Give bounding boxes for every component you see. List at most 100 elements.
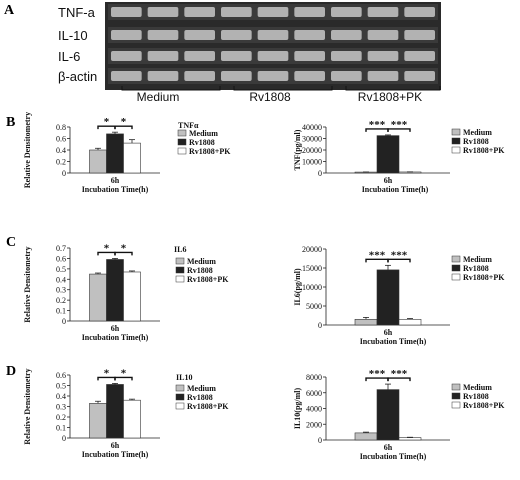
bar-rv1808-pk <box>123 271 141 322</box>
gel-band <box>147 30 179 40</box>
y-tick-label: 0.1 <box>56 307 66 316</box>
gel-band <box>184 30 215 40</box>
legend-swatch <box>451 392 461 400</box>
y-tick-label: 0.3 <box>56 403 66 412</box>
gel-band <box>111 7 142 17</box>
panel-letter-d: D <box>6 364 16 379</box>
legend-swatch <box>451 146 461 154</box>
y-tick-label: 5000 <box>306 302 322 311</box>
bar-rv1808-pk <box>398 437 422 441</box>
bar-rv1808 <box>376 389 400 441</box>
gel-band <box>257 71 289 81</box>
gel-group-bracket <box>233 86 333 91</box>
y-tick-label: 0 <box>62 434 66 443</box>
x-axis-label: Incubation Time(h) <box>82 450 149 459</box>
legend-swatch <box>175 266 185 274</box>
y-tick-label: 0 <box>62 317 66 326</box>
bar-medium <box>89 149 107 174</box>
chart-title: IL10 <box>176 373 192 382</box>
gel-group-bracket <box>121 86 221 91</box>
gel-band <box>367 7 399 17</box>
significance-marker: *** <box>391 368 408 380</box>
y-tick-label: 10000 <box>302 158 322 167</box>
gel-band <box>404 51 435 61</box>
y-tick-label: 8000 <box>306 373 322 382</box>
legend-swatch <box>175 257 185 265</box>
gel-band <box>221 30 252 40</box>
legend-label: Rv1808 <box>189 138 215 147</box>
y-axis-label: TNF(pg/ml) <box>293 129 302 170</box>
y-axis-label: Relative Densitometry <box>23 246 32 322</box>
y-tick-label: 0 <box>318 321 322 330</box>
legend-label: Rv1808+PK <box>463 146 505 155</box>
gel-band <box>331 71 362 81</box>
gel-group-label: Medium <box>137 90 180 104</box>
legend-swatch <box>451 401 461 409</box>
significance-marker: * <box>104 367 110 379</box>
gel-band <box>111 51 142 61</box>
y-tick-label: 0.2 <box>56 296 66 305</box>
y-axis-label: Relative Densitometry <box>23 112 32 188</box>
x-axis-label: Incubation Time(h) <box>360 337 427 346</box>
panel-letter-b: B <box>6 115 15 130</box>
y-tick-label: 0.2 <box>56 158 66 167</box>
legend-swatch <box>177 147 187 155</box>
gel-band <box>294 7 325 17</box>
legend-label: Rv1808+PK <box>463 401 505 410</box>
gel-group-bracket <box>345 86 441 91</box>
significance-bracket <box>114 125 133 130</box>
gel-band <box>404 30 435 40</box>
significance-bracket <box>387 258 411 263</box>
y-tick-label: 0.3 <box>56 286 66 295</box>
gel-band <box>331 30 362 40</box>
gel-band <box>257 7 289 17</box>
legend-label: Rv1808 <box>463 392 489 401</box>
legend-swatch <box>451 273 461 281</box>
significance-bracket <box>114 376 133 381</box>
x-axis-label: Incubation Time(h) <box>82 185 149 194</box>
significance-marker: *** <box>369 119 386 131</box>
x-axis-label: Incubation Time(h) <box>360 452 427 461</box>
y-tick-label: 0.6 <box>56 135 66 144</box>
y-tick-label: 6000 <box>306 389 322 398</box>
y-tick-label: 10000 <box>302 283 322 292</box>
y-tick-label: 20000 <box>302 146 322 155</box>
legend-swatch <box>175 402 185 410</box>
y-tick-label: 40000 <box>302 123 322 132</box>
bar-medium <box>89 273 107 322</box>
gel-band <box>184 51 215 61</box>
bar-rv1808 <box>376 135 400 174</box>
gel-band <box>184 71 215 81</box>
gel-band <box>147 71 179 81</box>
bar-rv1808 <box>106 133 124 174</box>
chart-title: TNFα <box>178 121 199 130</box>
gel-band <box>257 51 289 61</box>
y-tick-label: 20000 <box>302 245 322 254</box>
significance-bracket <box>114 251 133 256</box>
y-tick-label: 0.4 <box>56 146 66 155</box>
legend-swatch <box>451 264 461 272</box>
legend-swatch <box>451 137 461 145</box>
y-tick-label: 0 <box>318 436 322 445</box>
gel-band <box>294 71 325 81</box>
significance-bracket <box>387 128 411 132</box>
legend-label: Medium <box>463 128 492 137</box>
y-tick-label: 0.5 <box>56 265 66 274</box>
gel-band <box>367 30 399 40</box>
x-tick-label: 6h <box>111 441 120 450</box>
gel-lane-label: TNF-a <box>58 5 96 20</box>
gel-band <box>184 7 215 17</box>
y-tick-label: 0.1 <box>56 424 66 433</box>
legend-label: Rv1808+PK <box>189 147 231 156</box>
bar-rv1808-pk <box>398 318 422 326</box>
gel-band <box>294 51 325 61</box>
legend-swatch <box>175 384 185 392</box>
gel-band <box>331 51 362 61</box>
legend-label: Medium <box>463 383 492 392</box>
y-tick-label: 15000 <box>302 264 322 273</box>
gel-lane-label: β-actin <box>58 69 97 84</box>
legend-label: Medium <box>463 255 492 264</box>
